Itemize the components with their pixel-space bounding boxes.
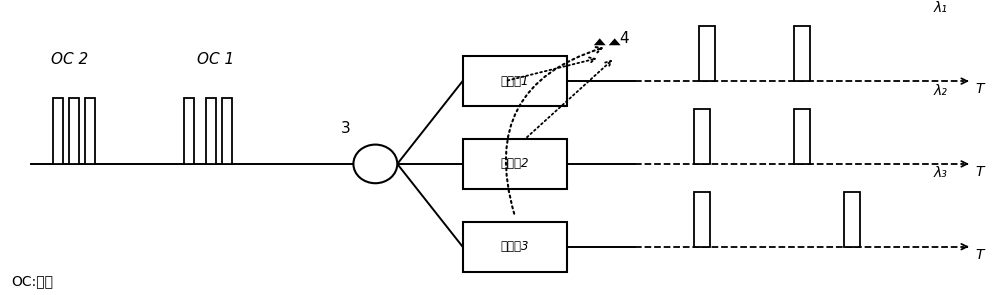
FancyArrow shape [609, 38, 621, 56]
Text: 滤波器1: 滤波器1 [501, 75, 529, 88]
Text: T: T [976, 165, 984, 179]
FancyArrow shape [594, 38, 606, 56]
Bar [463, 139, 567, 189]
Text: 滤波器3: 滤波器3 [501, 240, 529, 253]
Text: λ₁: λ₁ [934, 1, 948, 15]
Text: λ₃: λ₃ [934, 166, 948, 181]
Bar [694, 109, 710, 164]
Bar [69, 98, 79, 164]
Bar [794, 109, 810, 164]
Text: 3: 3 [341, 121, 350, 136]
Text: T: T [976, 82, 984, 96]
Ellipse shape [353, 145, 397, 183]
Text: 4: 4 [620, 31, 629, 46]
Bar [53, 98, 63, 164]
Text: T: T [976, 248, 984, 262]
Bar [463, 222, 567, 271]
Bar [463, 56, 567, 106]
Text: OC 1: OC 1 [197, 52, 234, 67]
Bar [222, 98, 232, 164]
Bar [85, 98, 95, 164]
Bar [184, 98, 194, 164]
Bar [699, 26, 715, 81]
Text: 滤波器2: 滤波器2 [501, 158, 529, 171]
Bar [844, 191, 860, 247]
Bar [206, 98, 216, 164]
Text: OC:光码: OC:光码 [11, 274, 53, 288]
Bar [794, 26, 810, 81]
Bar [694, 191, 710, 247]
Text: λ₂: λ₂ [934, 84, 948, 98]
Text: OC 2: OC 2 [51, 52, 88, 67]
